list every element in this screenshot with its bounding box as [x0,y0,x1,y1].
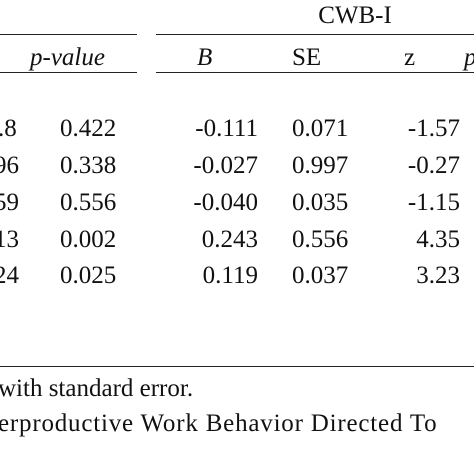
column-header-p-value: p-value [30,44,105,71]
cell-b: -0.111 [195,115,258,142]
cell-p-value: 0.002 [60,226,117,253]
cell-se: 0.071 [292,115,349,142]
cell-partial-left: 96 [0,152,19,179]
group-header-cwb-i: CWB-I [318,2,392,29]
rule-left-header [0,72,137,73]
cell-p-value: 0.338 [60,152,117,179]
cell-z: -1.15 [407,189,460,216]
table-note-2: erproductive Work Behavior Directed To [0,410,438,437]
cell-z: -1.57 [407,115,460,142]
cell-b: 0.119 [202,262,258,289]
column-header-p-partial: p [464,44,474,72]
cell-partial-left: .8 [0,115,17,142]
cell-se: 0.037 [292,262,349,289]
cell-b: 0.243 [201,226,258,253]
cell-se: 0.997 [292,152,349,179]
column-header-se: SE [292,44,322,71]
cell-b: -0.040 [193,189,258,216]
column-header-b: B [197,44,213,71]
cell-z: 4.35 [416,226,460,253]
cell-partial-left: 13 [0,226,19,253]
cell-p-value: 0.422 [60,115,117,142]
cell-partial-left: 24 [0,262,19,289]
rule-right-header [156,72,474,73]
cell-b: -0.027 [193,152,258,179]
rule-left-group [0,34,137,35]
cell-partial-left: 59 [0,189,19,216]
cell-z: 3.23 [416,262,460,289]
cell-p-value: 0.025 [60,262,117,289]
cell-se: 0.556 [292,226,349,253]
cell-p-value: 0.556 [60,189,117,216]
table-note-1: with standard error. [0,375,194,402]
column-header-z: z [404,44,416,71]
rule-right-group [156,34,474,35]
cell-z: -0.27 [407,152,460,179]
rule-table-bottom [0,366,474,367]
cell-se: 0.035 [292,189,349,216]
